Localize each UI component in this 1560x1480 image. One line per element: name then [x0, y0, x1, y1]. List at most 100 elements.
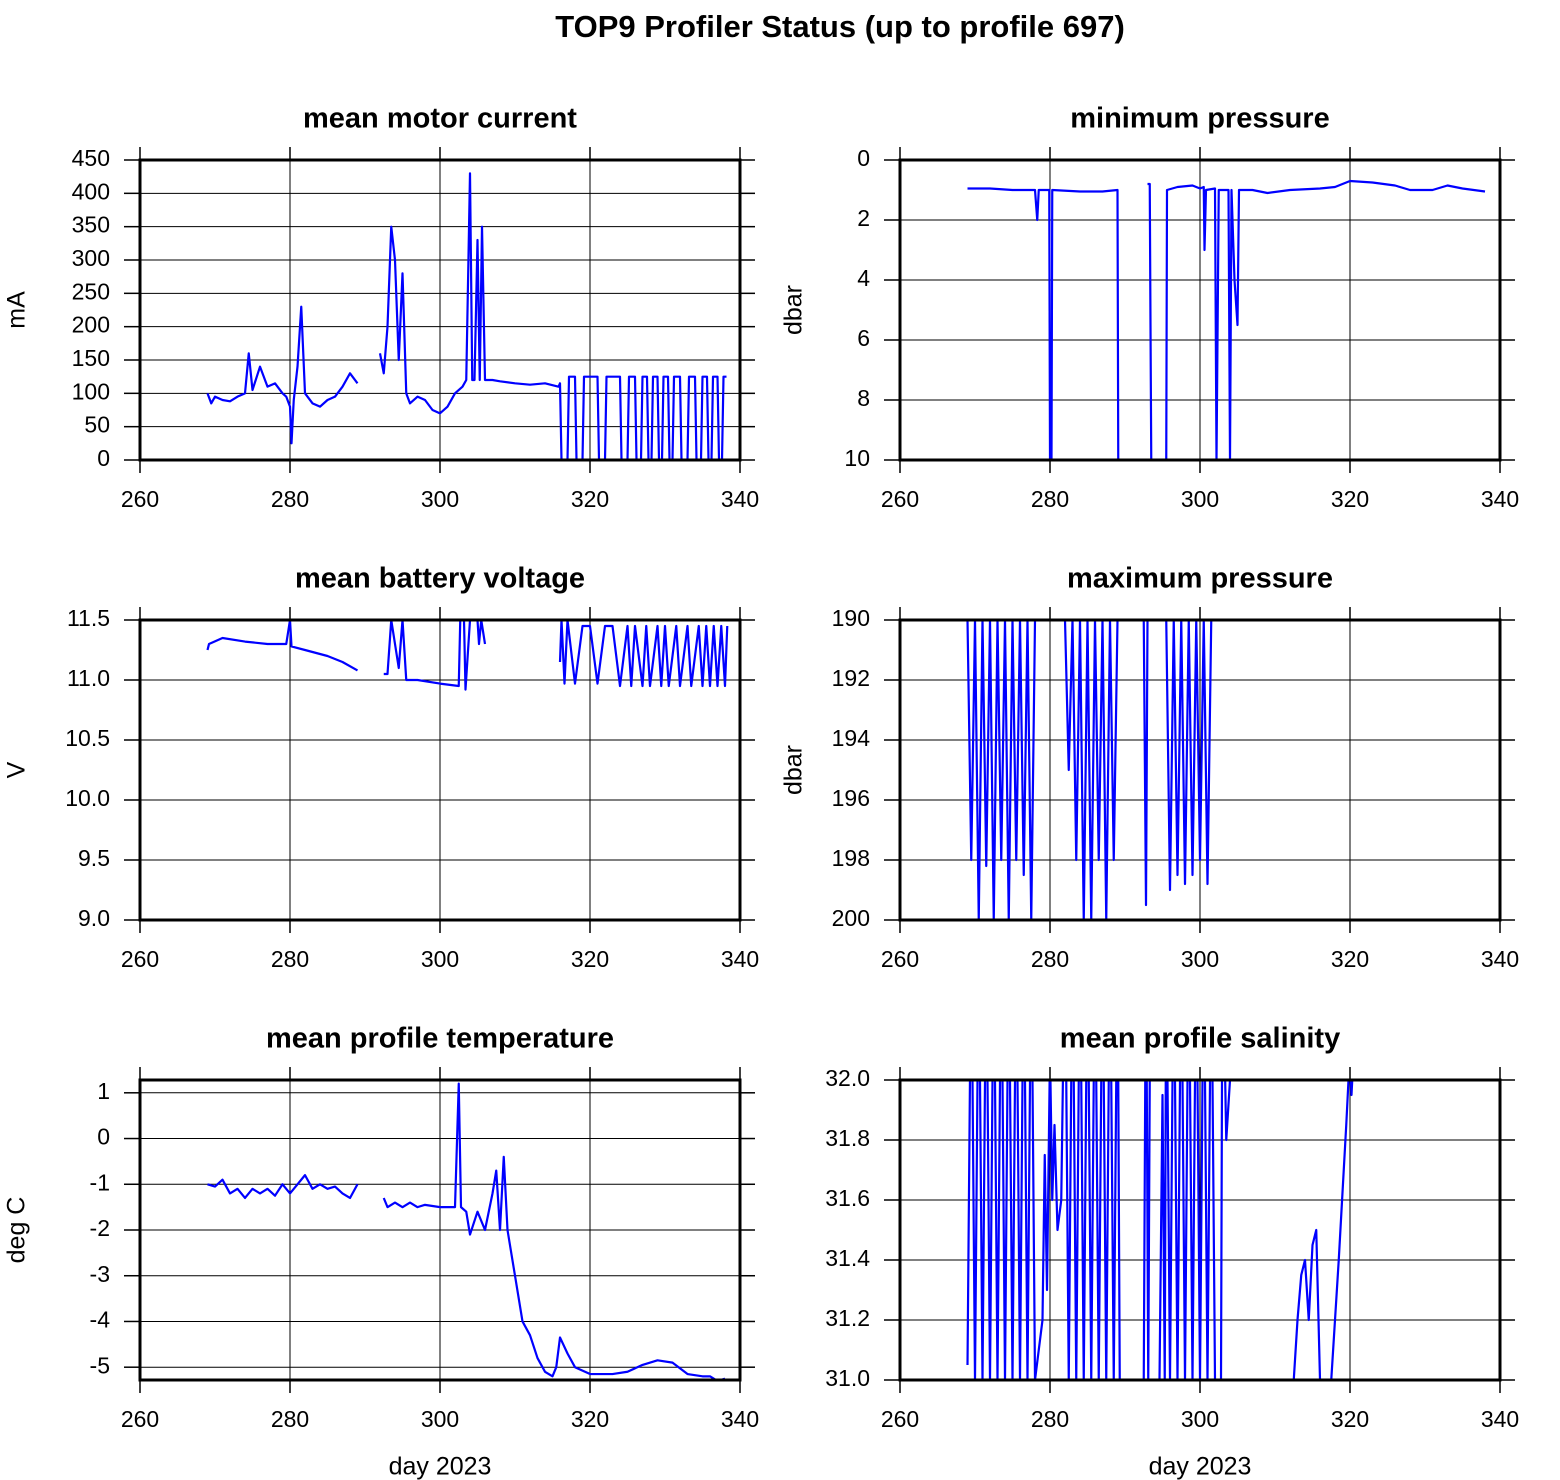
y-tick-label: 32.0: [825, 1065, 870, 1091]
y-tick-label: 31.6: [825, 1185, 870, 1211]
x-tick-label: 340: [721, 1406, 759, 1432]
x-tick-label: 320: [571, 946, 609, 972]
y-tick-label: 6: [857, 325, 870, 351]
y-axis-label: dbar: [780, 745, 808, 795]
panel: mean battery voltage V 9.0 9.5 10.0 10.5 11.0 1…: [3, 563, 760, 972]
y-tick-label: -5: [90, 1352, 110, 1378]
y-tick-label: 200: [832, 905, 870, 931]
y-tick-label: 9.5: [78, 845, 110, 871]
panel-title: mean profile temperature: [266, 1023, 614, 1055]
plot-frame: [138, 158, 742, 462]
y-tick-label: 4: [857, 265, 870, 291]
y-tick-label: -4: [90, 1307, 111, 1333]
x-tick-label: 320: [1331, 486, 1369, 512]
panel: mean motor current mA 0 50 100 150 200 250 300 35…: [3, 103, 760, 512]
y-tick-label: 190: [832, 605, 870, 631]
y-tick-label: 50: [84, 412, 110, 438]
y-tick-label: 31.0: [825, 1365, 870, 1391]
panel-title: minimum pressure: [1070, 103, 1329, 135]
y-tick-label: 31.2: [825, 1305, 870, 1331]
x-tick-label: 320: [1331, 946, 1369, 972]
y-tick-label: 0: [857, 145, 870, 171]
y-tick-label: 198: [832, 845, 870, 871]
y-tick-label: 31.4: [825, 1245, 870, 1271]
y-tick-label: -2: [90, 1215, 110, 1241]
x-tick-label: 280: [1031, 1406, 1069, 1432]
x-tick-label: 340: [721, 486, 759, 512]
y-tick-label: 10: [844, 445, 870, 471]
y-tick-label: 300: [72, 245, 110, 271]
y-tick-label: 1: [97, 1078, 110, 1104]
x-axis-label: day 2023: [389, 1453, 492, 1480]
x-axis-label: day 2023: [1149, 1453, 1252, 1480]
x-tick-label: 340: [721, 946, 759, 972]
y-axis-label: dbar: [780, 285, 808, 335]
panel: mean profile salinity day 2023 31.0 31.2 31.…: [825, 1023, 1519, 1480]
plot-frame: [898, 618, 1502, 922]
x-tick-label: 300: [421, 946, 459, 972]
panel: minimum pressure dbar 0 2 4 6 8 10 260 280 300 320 3…: [780, 103, 1520, 512]
plot-frame: [138, 1078, 742, 1382]
x-tick-label: 280: [271, 946, 309, 972]
data-line: [966, 1080, 1354, 1380]
y-tick-label: 450: [72, 145, 110, 171]
y-tick-label: 250: [72, 278, 110, 304]
data-line: [967, 179, 1486, 460]
y-tick-label: -1: [90, 1169, 110, 1195]
x-tick-label: 340: [1481, 486, 1519, 512]
panel-title: mean profile salinity: [1060, 1023, 1340, 1055]
y-tick-label: 11.0: [67, 665, 110, 691]
y-tick-label: 0: [97, 445, 110, 471]
x-tick-label: 320: [571, 1406, 609, 1432]
x-tick-label: 300: [1181, 946, 1219, 972]
y-tick-label: 194: [832, 725, 871, 751]
panel-title: mean motor current: [303, 103, 577, 135]
plot-frame: [138, 618, 742, 922]
y-axis-label: deg C: [3, 1197, 31, 1264]
x-tick-label: 260: [121, 486, 159, 512]
x-tick-label: 320: [1331, 1406, 1369, 1432]
x-tick-label: 280: [271, 486, 309, 512]
y-tick-label: 150: [72, 345, 110, 371]
panel: mean profile temperature deg C day 2023 1 0 -…: [3, 1023, 760, 1480]
x-tick-label: 300: [421, 1406, 459, 1432]
x-tick-label: 260: [881, 486, 919, 512]
y-tick-label: -3: [90, 1261, 110, 1287]
y-tick-label: 2: [857, 205, 870, 231]
x-tick-label: 260: [881, 946, 919, 972]
x-tick-label: 300: [1181, 486, 1219, 512]
figure-title: TOP9 Profiler Status (up to profile 697): [555, 9, 1125, 44]
x-tick-label: 300: [421, 486, 459, 512]
y-tick-label: 9.0: [78, 905, 110, 931]
plot-frame: [898, 1078, 1502, 1382]
panel-title: maximum pressure: [1067, 563, 1333, 595]
y-axis-label: mA: [3, 291, 31, 329]
x-tick-label: 280: [1031, 486, 1069, 512]
y-tick-label: 10.5: [65, 725, 110, 751]
panel: maximum pressure dbar 190 192 194 196 198 200 26…: [780, 563, 1520, 972]
plot-frame: [898, 158, 1502, 462]
y-tick-label: 31.8: [825, 1125, 870, 1151]
y-axis-label: V: [3, 761, 31, 778]
data-line: [966, 620, 1213, 920]
y-tick-label: 192: [832, 665, 870, 691]
y-tick-label: 100: [72, 378, 110, 404]
x-tick-label: 340: [1481, 946, 1519, 972]
x-tick-label: 340: [1481, 1406, 1519, 1432]
y-tick-label: 11.5: [67, 605, 110, 631]
panel-title: mean battery voltage: [295, 563, 585, 595]
x-tick-label: 300: [1181, 1406, 1219, 1432]
x-tick-label: 280: [271, 1406, 309, 1432]
y-tick-label: 400: [72, 178, 110, 204]
x-tick-label: 260: [121, 946, 159, 972]
data-line: [207, 1082, 726, 1380]
y-tick-label: 196: [832, 785, 870, 811]
x-tick-label: 260: [881, 1406, 919, 1432]
y-tick-label: 200: [72, 312, 110, 338]
x-tick-label: 280: [1031, 946, 1069, 972]
y-tick-label: 350: [72, 212, 110, 238]
y-tick-label: 8: [857, 385, 870, 411]
data-line: [206, 172, 727, 460]
y-tick-label: 10.0: [65, 785, 110, 811]
x-tick-label: 320: [571, 486, 609, 512]
